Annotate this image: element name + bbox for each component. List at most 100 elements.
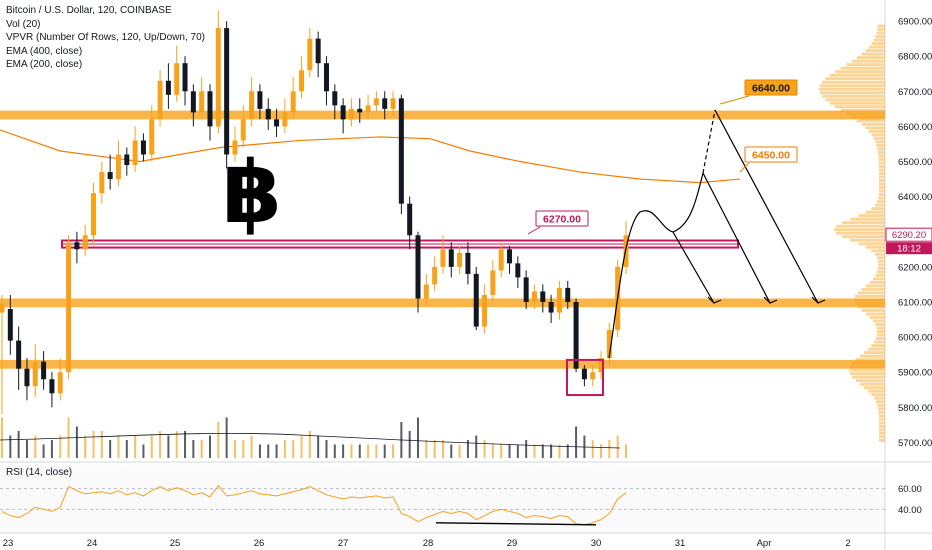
vp-bar bbox=[878, 424, 885, 428]
vp-bar bbox=[877, 266, 885, 270]
candle-body bbox=[290, 91, 296, 113]
volume-bar bbox=[417, 417, 419, 458]
vp-bar bbox=[878, 172, 885, 175]
candle-body bbox=[274, 119, 280, 127]
current-price-box bbox=[885, 227, 932, 242]
vp-bar bbox=[851, 115, 885, 119]
vp-bar bbox=[878, 196, 885, 200]
vp-bar bbox=[834, 105, 885, 109]
volume-bar bbox=[134, 435, 137, 458]
vp-bar bbox=[871, 42, 885, 46]
candle-body bbox=[7, 309, 13, 341]
time-tick: 29 bbox=[507, 538, 518, 549]
vp-bar bbox=[871, 393, 885, 397]
volume-bar bbox=[175, 431, 178, 458]
rsi-tick: 40.00 bbox=[898, 505, 922, 516]
time-axis: 23 24 25 26 27 28 29 30 31 Apr 2 bbox=[3, 538, 851, 549]
vp-bar bbox=[850, 238, 885, 242]
volume-bar bbox=[500, 444, 503, 458]
candle bbox=[357, 98, 363, 123]
price-tick: 6600.00 bbox=[898, 122, 932, 133]
candle bbox=[390, 91, 396, 116]
legend-vpvr[interactable]: VPVR (Number Of Rows, 120, Up/Down, 70) bbox=[6, 32, 205, 43]
time-tick: 27 bbox=[338, 538, 349, 549]
candle-body bbox=[382, 98, 388, 109]
candle bbox=[415, 231, 421, 313]
candle-body bbox=[0, 303, 5, 313]
candle-body bbox=[423, 284, 429, 299]
legend-ema200[interactable]: EMA (200, close) bbox=[6, 59, 83, 70]
volume-bar bbox=[192, 440, 195, 458]
candle bbox=[115, 140, 121, 187]
candle bbox=[473, 266, 479, 331]
vp-bar bbox=[819, 87, 885, 91]
chart-legend: Bitcoin / U.S. Dollar, 120, COINBASE Vol… bbox=[6, 4, 205, 72]
time-tick: 2 bbox=[845, 538, 850, 549]
vp-bar bbox=[849, 368, 885, 372]
vp-bar bbox=[878, 161, 885, 165]
vp-bar bbox=[877, 270, 885, 274]
candle bbox=[82, 224, 88, 257]
legend-vol[interactable]: Vol (20) bbox=[6, 18, 41, 30]
candle bbox=[240, 105, 246, 148]
volume-bar bbox=[184, 431, 187, 458]
volume-bar bbox=[383, 444, 386, 458]
candle bbox=[398, 94, 404, 215]
vp-bar bbox=[876, 31, 885, 35]
candle bbox=[440, 235, 446, 274]
candle bbox=[373, 91, 379, 113]
countdown-label: 18:12 bbox=[897, 244, 921, 255]
vp-bar bbox=[858, 214, 885, 218]
volume-bar bbox=[367, 444, 370, 458]
candle-body bbox=[432, 266, 438, 285]
vp-bar bbox=[840, 108, 885, 112]
callout-label: 6640.00 bbox=[752, 83, 790, 95]
candle bbox=[448, 242, 454, 278]
volume-bar bbox=[392, 444, 395, 458]
rsi-legend[interactable]: RSI (14, close) bbox=[6, 467, 73, 478]
vp-bar bbox=[878, 417, 885, 421]
candle-body bbox=[448, 249, 454, 267]
vp-bar bbox=[877, 147, 885, 151]
time-tick: Apr bbox=[757, 538, 772, 549]
support-zone-2 bbox=[0, 359, 885, 369]
volume-bar bbox=[75, 426, 78, 458]
volume-bar bbox=[525, 440, 528, 458]
vp-bar bbox=[842, 221, 885, 225]
rsi-divergence-line bbox=[435, 522, 597, 526]
vp-bar bbox=[874, 252, 885, 256]
vp-bar bbox=[878, 410, 885, 414]
vp-bar bbox=[878, 414, 885, 418]
price-tick: 5900.00 bbox=[898, 368, 932, 379]
volume-bar bbox=[425, 440, 428, 458]
vp-bar bbox=[876, 143, 885, 147]
legend-ema400[interactable]: EMA (400, close) bbox=[6, 45, 83, 57]
candle-body bbox=[531, 291, 537, 302]
volume-bar bbox=[475, 435, 478, 458]
candle bbox=[107, 154, 113, 190]
vp-bar bbox=[865, 245, 885, 249]
candle-body bbox=[315, 38, 321, 64]
vp-bar bbox=[873, 136, 885, 140]
candle bbox=[149, 105, 155, 162]
callout-6640: 6640.00 bbox=[719, 79, 798, 105]
time-tick: 31 bbox=[675, 538, 686, 549]
volume-bar bbox=[100, 431, 103, 458]
vp-bar bbox=[878, 438, 885, 442]
candle-body bbox=[265, 108, 271, 120]
vp-bar bbox=[878, 182, 885, 186]
vp-bar bbox=[878, 158, 885, 161]
vp-bar bbox=[861, 287, 885, 291]
volume-bar bbox=[25, 440, 28, 458]
vp-bar bbox=[851, 59, 885, 63]
candle bbox=[49, 372, 55, 408]
projection-arrow-3 bbox=[714, 109, 819, 304]
volume-bar bbox=[242, 440, 245, 458]
callout-6270: 6270.00 bbox=[527, 210, 589, 235]
rsi-pane bbox=[0, 465, 885, 533]
vp-bar bbox=[875, 273, 885, 277]
candle bbox=[32, 344, 38, 397]
time-tick: 23 bbox=[3, 538, 14, 549]
projection-dashed bbox=[702, 109, 716, 174]
